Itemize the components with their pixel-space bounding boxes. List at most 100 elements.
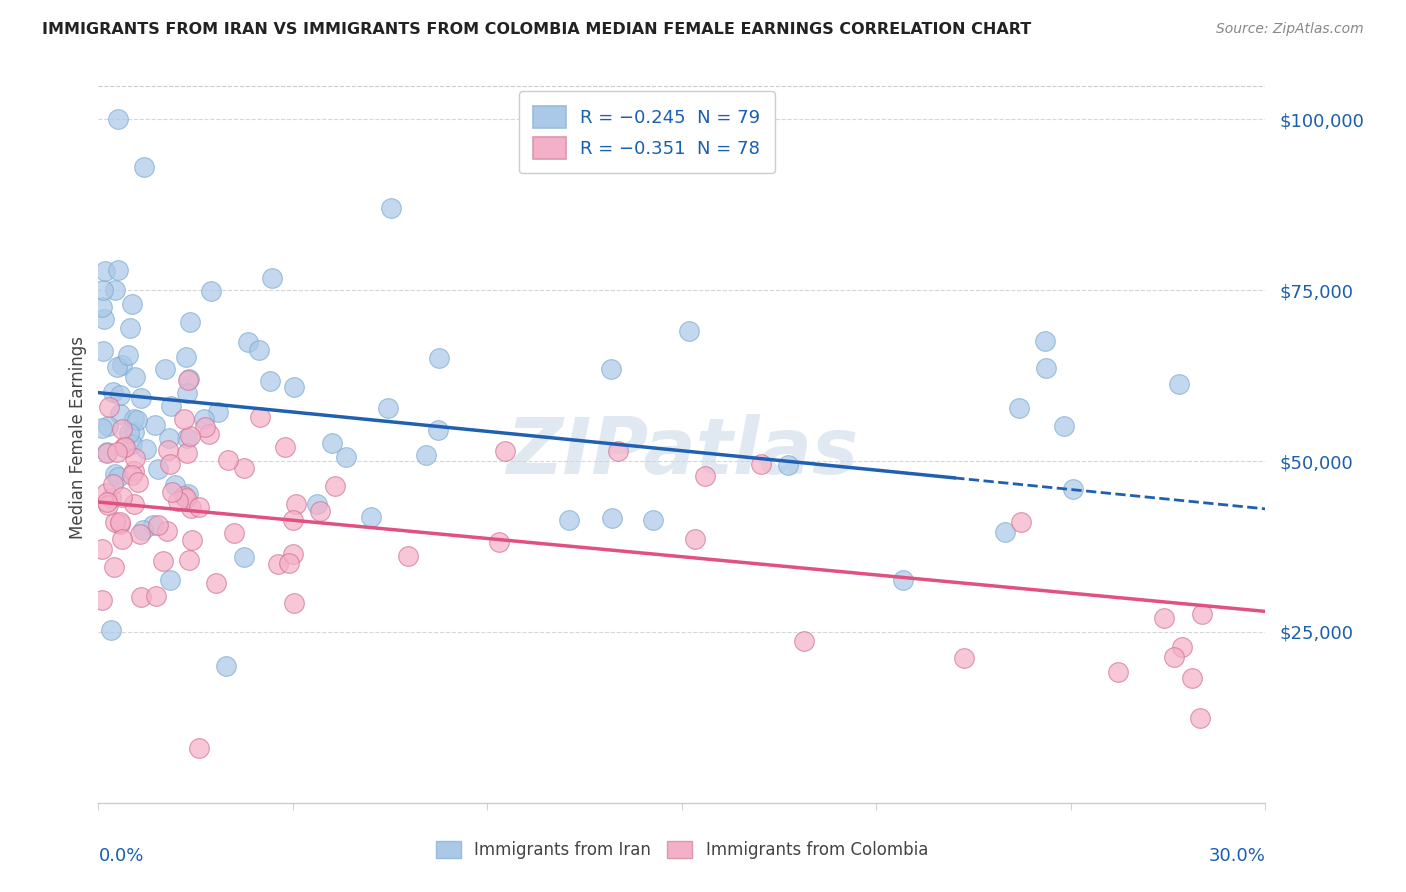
Point	[107, 263, 129, 277]
Point	[142, 517, 165, 532]
Point	[335, 450, 357, 465]
Point	[232, 461, 254, 475]
Point	[107, 469, 129, 483]
Point	[193, 411, 215, 425]
Point	[155, 524, 177, 539]
Point	[91, 421, 114, 435]
Point	[132, 160, 155, 174]
Point	[96, 495, 118, 509]
Point	[284, 498, 307, 512]
Point	[173, 489, 195, 503]
Point	[200, 285, 222, 299]
Point	[307, 497, 329, 511]
Point	[793, 634, 815, 648]
Point	[180, 501, 202, 516]
Point	[249, 409, 271, 424]
Point	[159, 457, 181, 471]
Point	[994, 525, 1017, 540]
Point	[281, 547, 304, 561]
Point	[110, 490, 132, 504]
Point	[120, 321, 142, 335]
Point	[188, 500, 211, 515]
Point	[159, 399, 181, 413]
Point	[778, 458, 800, 472]
Point	[135, 442, 157, 456]
Point	[124, 370, 146, 384]
Point	[283, 596, 305, 610]
Point	[1053, 418, 1076, 433]
Point	[1188, 710, 1211, 724]
Point	[179, 429, 201, 443]
Point	[427, 423, 450, 437]
Point	[160, 484, 183, 499]
Point	[180, 533, 202, 548]
Point	[104, 283, 127, 297]
Point	[153, 362, 176, 376]
Point	[222, 526, 245, 541]
Point	[111, 532, 134, 546]
Point	[177, 487, 200, 501]
Point	[131, 391, 153, 405]
Point	[187, 741, 209, 756]
Legend: Immigrants from Iran, Immigrants from Colombia: Immigrants from Iran, Immigrants from Co…	[427, 833, 936, 868]
Point	[105, 359, 128, 374]
Point	[360, 509, 382, 524]
Point	[236, 335, 259, 350]
Point	[600, 511, 623, 525]
Point	[247, 343, 270, 357]
Point	[1168, 376, 1191, 391]
Point	[277, 556, 299, 570]
Point	[1008, 401, 1031, 415]
Point	[148, 518, 170, 533]
Point	[494, 444, 516, 458]
Point	[415, 448, 437, 462]
Point	[176, 446, 198, 460]
Point	[104, 467, 127, 482]
Text: ZIPatlas: ZIPatlas	[506, 414, 858, 490]
Point	[91, 593, 114, 607]
Point	[308, 504, 330, 518]
Point	[96, 445, 118, 459]
Point	[179, 315, 201, 329]
Point	[176, 491, 198, 505]
Point	[107, 112, 129, 127]
Point	[91, 542, 114, 557]
Point	[159, 573, 181, 587]
Point	[205, 575, 228, 590]
Point	[110, 517, 132, 532]
Point	[1153, 611, 1175, 625]
Point	[396, 549, 419, 564]
Point	[891, 573, 914, 587]
Point	[122, 425, 145, 439]
Point	[377, 401, 399, 415]
Point	[100, 623, 122, 637]
Y-axis label: Median Female Earnings: Median Female Earnings	[69, 335, 87, 539]
Point	[173, 412, 195, 426]
Point	[127, 475, 149, 489]
Point	[94, 486, 117, 500]
Point	[267, 557, 290, 571]
Point	[1171, 640, 1194, 654]
Point	[111, 422, 134, 436]
Point	[1010, 515, 1032, 529]
Point	[232, 549, 254, 564]
Point	[274, 440, 297, 454]
Point	[129, 527, 152, 541]
Point	[557, 514, 579, 528]
Point	[215, 659, 238, 673]
Point	[174, 351, 197, 365]
Point	[96, 446, 118, 460]
Point	[678, 324, 700, 338]
Point	[641, 513, 664, 527]
Point	[124, 450, 146, 465]
Point	[157, 431, 180, 445]
Point	[323, 479, 346, 493]
Text: 30.0%: 30.0%	[1209, 847, 1265, 864]
Point	[217, 453, 239, 467]
Point	[488, 534, 510, 549]
Point	[122, 412, 145, 426]
Point	[262, 271, 284, 285]
Point	[176, 385, 198, 400]
Text: IMMIGRANTS FROM IRAN VS IMMIGRANTS FROM COLOMBIA MEDIAN FEMALE EARNINGS CORRELAT: IMMIGRANTS FROM IRAN VS IMMIGRANTS FROM …	[42, 22, 1032, 37]
Point	[156, 443, 179, 458]
